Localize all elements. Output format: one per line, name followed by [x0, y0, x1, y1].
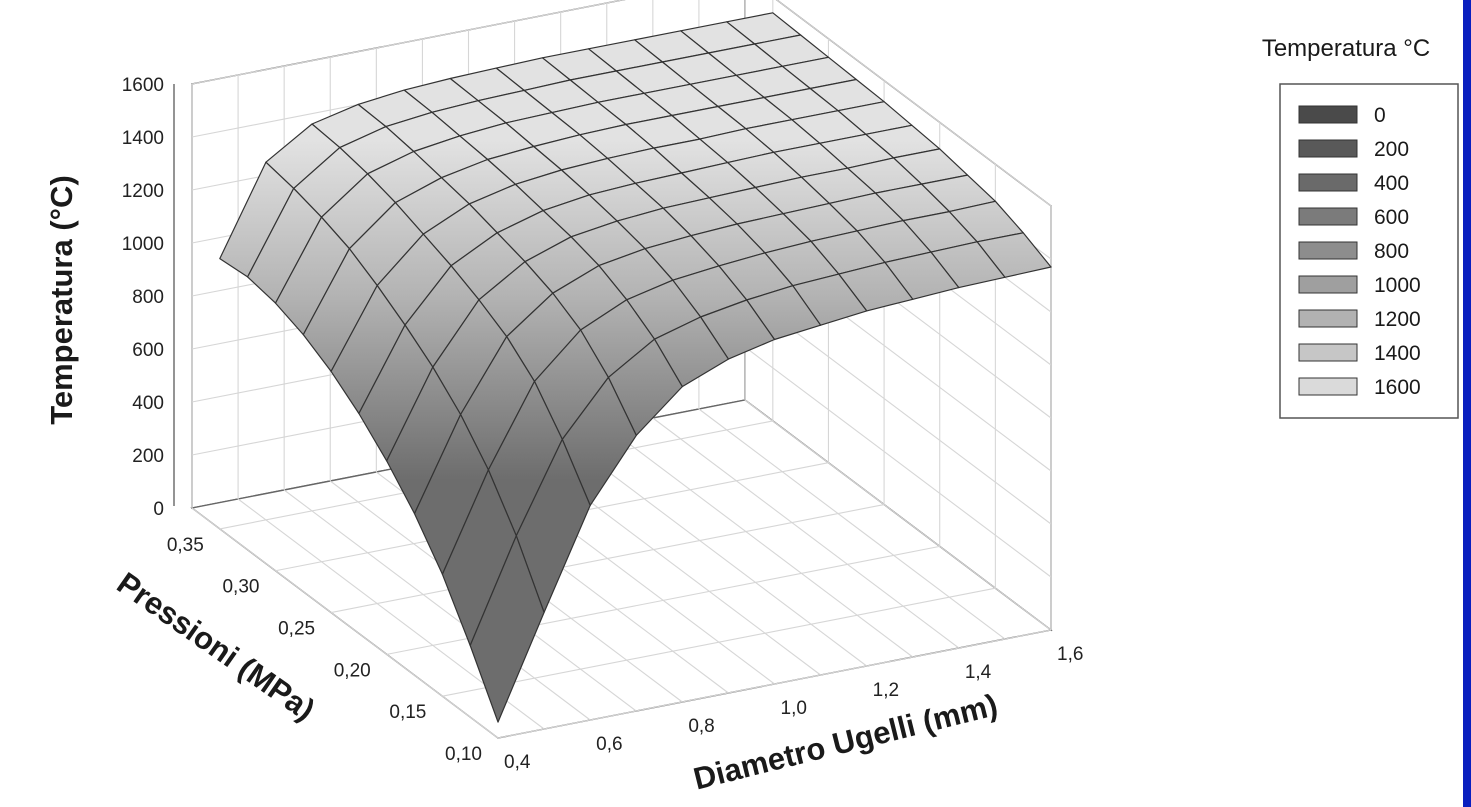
- z-gridline: [776, 0, 1052, 207]
- legend-label: 1000: [1374, 274, 1421, 297]
- diameter-gridline: [283, 489, 591, 721]
- legend-swatch: [1298, 241, 1358, 260]
- z-gridline: [744, 346, 1052, 578]
- z-tick-label: 1400: [122, 128, 164, 149]
- y-tick-label: 0,8: [688, 716, 714, 737]
- y-tick-label: 1,0: [781, 698, 807, 719]
- x-tick-label: 0,35: [167, 535, 204, 556]
- legend-label: 600: [1374, 206, 1409, 229]
- legend-swatch: [1298, 275, 1358, 294]
- y-tick-label: 0,6: [596, 734, 622, 755]
- z-tick-label: 600: [132, 340, 164, 361]
- diameter-gridline: [560, 435, 867, 667]
- x-tick-label: 0,30: [222, 577, 259, 598]
- temperature-surface: [219, 12, 1052, 723]
- pressure-gridline: [442, 587, 996, 697]
- legend-title: Temperatura °C: [1262, 35, 1430, 62]
- diameter-gridline: [698, 408, 1006, 640]
- z-tick-label: 1600: [122, 75, 164, 96]
- diameter-gridline: [191, 507, 499, 739]
- y-tick-label: 1,2: [873, 680, 899, 701]
- x-tick-label: 0,25: [278, 619, 315, 640]
- z-tick-label: 800: [132, 287, 164, 308]
- legend-label: 1400: [1374, 342, 1421, 365]
- legend-label: 400: [1374, 172, 1409, 195]
- diameter-gridline: [652, 417, 960, 649]
- legend-swatch: [1298, 173, 1358, 192]
- z-tick-label: 0: [153, 499, 164, 520]
- pressure-gridline: [497, 629, 1052, 739]
- legend-swatch: [1298, 105, 1358, 124]
- z-axis-title: Temperatura (°C): [44, 175, 79, 425]
- pressure-gridline: [330, 504, 885, 614]
- y-tick-label: 0,4: [504, 752, 531, 773]
- z-tick-label: 200: [132, 446, 164, 467]
- x-axis-title: Pressioni (MPa): [111, 565, 322, 727]
- axis-tick-labels: 0 200 400 600 800 1000 1200 1400 1600 0,35 0,30 0,2…: [122, 75, 1084, 773]
- legend-label: 800: [1374, 240, 1409, 263]
- diameter-gridline: [606, 426, 914, 658]
- z-tick-label: 1000: [122, 234, 164, 255]
- y-tick-label: 1,4: [965, 662, 992, 683]
- legend-swatch: [1298, 309, 1358, 328]
- legend-swatch: [1298, 377, 1358, 396]
- x-tick-label: 0,20: [334, 660, 371, 681]
- legend-label: 1200: [1374, 308, 1421, 331]
- window-frame-edge: [1463, 0, 1471, 807]
- legend-swatch: [1298, 139, 1358, 158]
- legend-swatch: [1298, 207, 1358, 226]
- z-tick-label: 400: [132, 393, 164, 414]
- legend: Temperatura °C 0 200 400 600 800 1000 1200 1400…: [1262, 35, 1459, 419]
- x-tick-label: 0,10: [445, 744, 482, 765]
- legend-label: 0: [1374, 104, 1386, 127]
- legend-swatch: [1298, 343, 1358, 362]
- x-tick-label: 0,15: [389, 702, 426, 723]
- diameter-gridline: [744, 399, 1052, 631]
- legend-label: 1600: [1374, 376, 1421, 399]
- legend-label: 200: [1374, 138, 1409, 161]
- y-tick-label: 1,6: [1057, 644, 1083, 665]
- z-tick-label: 1200: [122, 181, 164, 202]
- surface-cell: [469, 535, 545, 723]
- y-axis-title: Diametro Ugelli (mm): [690, 687, 1001, 796]
